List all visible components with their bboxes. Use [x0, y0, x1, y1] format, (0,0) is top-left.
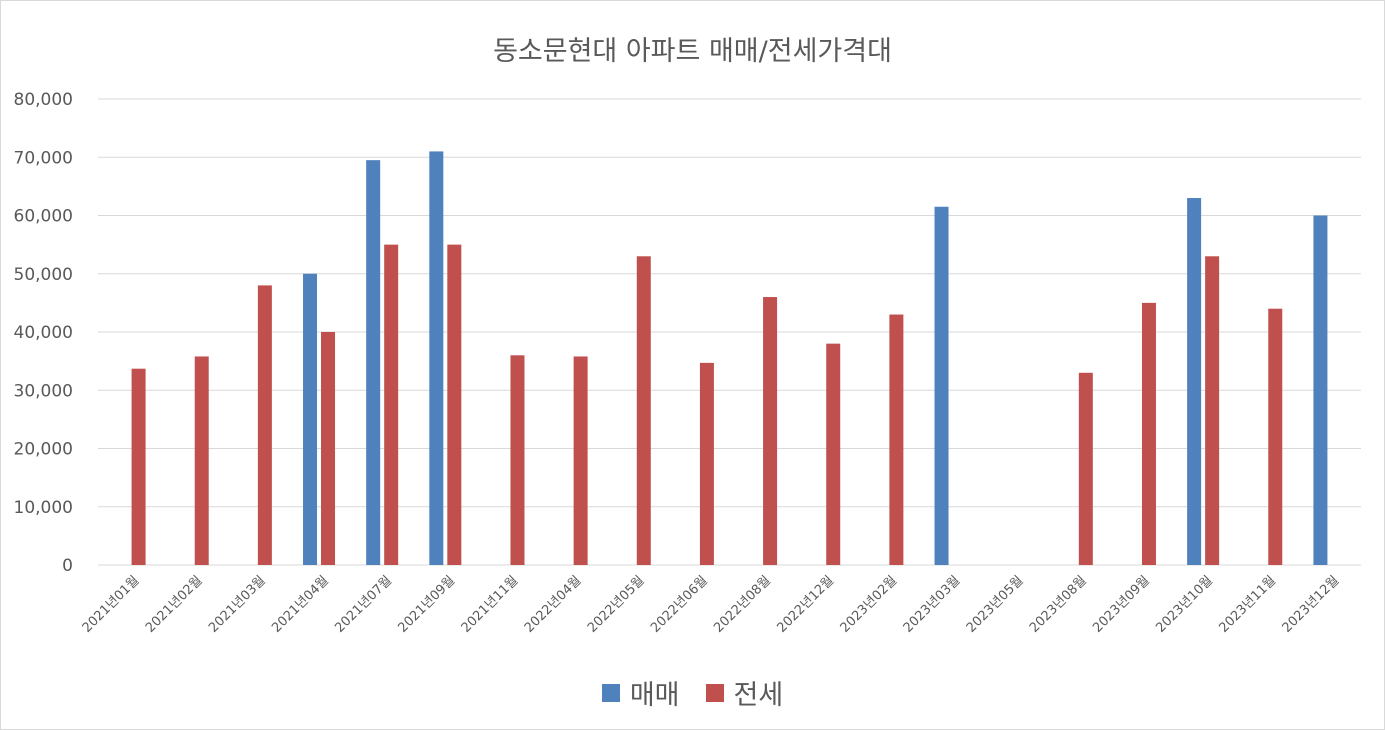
x-tick-label: 2023년12월: [1280, 573, 1343, 636]
x-tick-label: 2023년03월: [901, 573, 964, 636]
bar-jeonse: [1268, 308, 1283, 565]
x-tick-label: 2023년05월: [964, 573, 1027, 636]
bar-jeonse: [321, 332, 336, 565]
y-tick-label: 70,000: [14, 148, 73, 168]
y-tick-label: 40,000: [14, 323, 73, 343]
x-tick-label: 2022년06월: [648, 573, 711, 636]
bar-sale: [1187, 198, 1202, 565]
legend-item-jeonse: 전세: [705, 673, 784, 712]
bar-jeonse: [194, 356, 209, 565]
x-tick-label: 2021년03월: [206, 573, 269, 636]
bar-sale: [934, 206, 949, 565]
bar-jeonse: [636, 256, 651, 565]
bar-jeonse: [573, 356, 588, 565]
bar-sale: [429, 151, 444, 566]
y-tick-label: 80,000: [14, 90, 73, 110]
bar-jeonse: [1141, 302, 1156, 565]
bar-jeonse: [131, 368, 146, 565]
bar-jeonse: [1205, 256, 1220, 565]
x-tick-label: 2022년08월: [711, 573, 774, 636]
x-tick-label: 2021년11월: [459, 573, 522, 636]
x-tick-label: 2023년09월: [1090, 573, 1153, 636]
y-tick-label: 50,000: [14, 265, 73, 285]
y-tick-label: 20,000: [14, 440, 73, 460]
y-tick-label: 30,000: [14, 381, 73, 401]
x-tick-label: 2021년09월: [396, 573, 459, 636]
x-tick-label: 2022년05월: [585, 573, 648, 636]
legend-label-jeonse: 전세: [733, 680, 784, 711]
y-tick-label: 0: [62, 556, 73, 576]
x-tick-label: 2022년04월: [522, 573, 585, 636]
legend-item-sale: 매매: [601, 673, 680, 712]
x-tick-label: 2021년01월: [80, 573, 143, 636]
bar-jeonse: [257, 285, 272, 565]
bar-sale: [1313, 215, 1328, 565]
x-tick-label: 2023년08월: [1027, 573, 1090, 636]
bar-jeonse: [384, 244, 399, 565]
bar-jeonse: [510, 355, 525, 565]
x-tick-label: 2021년02월: [143, 573, 206, 636]
legend-swatch-sale: [601, 683, 620, 702]
x-tick-label: 2022년12월: [774, 573, 837, 636]
bar-sale: [366, 160, 381, 565]
legend-label-sale: 매매: [629, 680, 680, 711]
x-tick-label: 2021년04월: [269, 573, 332, 636]
x-tick-label: 2021년07월: [332, 573, 395, 636]
legend: 매매 전세: [1, 673, 1384, 712]
y-tick-label: 60,000: [14, 207, 73, 227]
y-tick-label: 10,000: [14, 498, 73, 518]
bar-jeonse: [826, 343, 841, 565]
legend-swatch-jeonse: [705, 683, 724, 702]
chart-title: 동소문현대 아파트 매매/전세가격대: [493, 36, 892, 67]
bar-jeonse: [889, 314, 904, 565]
bar-jeonse: [763, 297, 778, 565]
bar-jeonse: [699, 362, 714, 565]
x-tick-label: 2023년10월: [1153, 573, 1216, 636]
bar-jeonse: [447, 244, 462, 565]
x-tick-label: 2023년11월: [1216, 573, 1279, 636]
bar-sale: [303, 273, 318, 565]
bar-jeonse: [1078, 372, 1093, 565]
x-tick-label: 2023년02월: [838, 573, 901, 636]
